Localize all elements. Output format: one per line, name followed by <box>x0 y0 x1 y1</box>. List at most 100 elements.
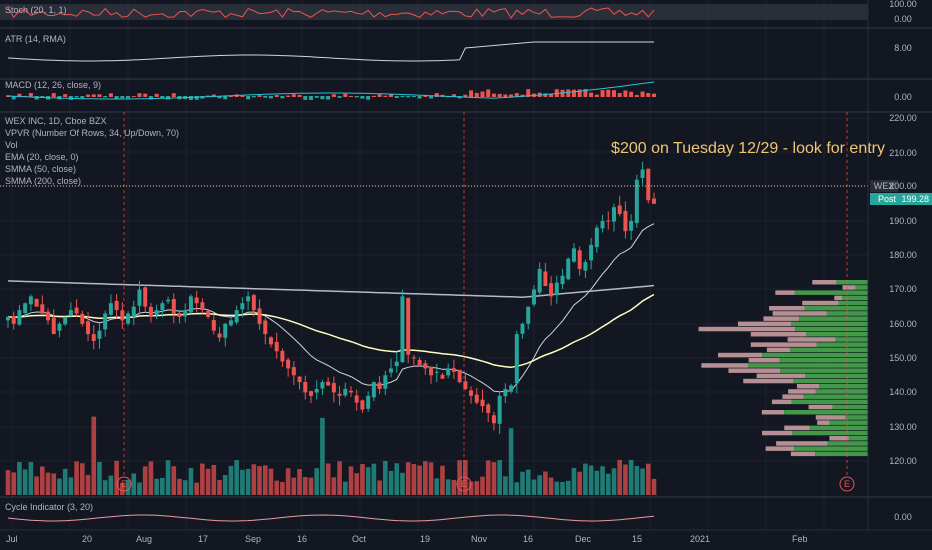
volume-bar <box>565 480 571 495</box>
vpvr-bar-down <box>775 290 795 295</box>
volume-bar <box>45 472 51 495</box>
candle-body <box>520 323 525 334</box>
macd-histogram-bar <box>331 94 336 97</box>
vpvr-bar-down <box>815 415 846 420</box>
candle-body <box>509 385 514 392</box>
candle-body <box>606 220 611 222</box>
candle-body <box>480 399 485 407</box>
volume-bar <box>348 466 354 495</box>
candle-body <box>303 382 308 393</box>
volume-bar <box>428 462 434 495</box>
volume-bar <box>205 468 211 495</box>
candle-body <box>583 262 588 271</box>
candle-body <box>188 296 193 313</box>
macd-histogram-bar <box>497 93 502 97</box>
volume-bar <box>628 459 634 495</box>
atr-tick: 8.00 <box>894 43 912 53</box>
volume-bar <box>171 466 177 495</box>
vpvr-bar-down <box>765 446 795 451</box>
macd-histogram-bar <box>86 94 91 97</box>
volume-bar <box>131 473 137 495</box>
candle-body <box>257 308 262 324</box>
volume-bar <box>525 469 531 495</box>
post-value: 199.28 <box>901 194 929 204</box>
macd-histogram-bar <box>240 95 245 97</box>
candle-body <box>251 295 256 311</box>
volume-bar <box>34 476 39 495</box>
macd-histogram-bar <box>166 96 171 100</box>
vpvr-bar-up <box>845 415 868 420</box>
vpvr-bar-up <box>803 394 868 399</box>
macd-histogram-bar <box>143 93 148 97</box>
volume-bar <box>194 482 199 495</box>
candle-body <box>308 391 313 396</box>
macd-histogram-bar <box>577 89 582 97</box>
vpvr-bar-down <box>756 373 806 379</box>
symbol-legend: WEX INC, 1D, Cboe BZX <box>5 116 107 126</box>
macd-histogram-bar <box>503 94 508 97</box>
vpvr-bar-down <box>796 384 820 389</box>
price-tick: 200.00 <box>889 181 917 191</box>
volume-bar <box>451 479 457 495</box>
volume-bar <box>120 482 125 495</box>
vpvr-bar-down <box>790 451 816 457</box>
date-label: 15 <box>632 534 642 544</box>
volume-bar <box>383 460 388 495</box>
macd-histogram-bar <box>469 90 474 97</box>
vpvr-bar-up <box>829 420 868 425</box>
macd-pane <box>6 81 656 100</box>
candle-body <box>143 287 148 307</box>
candle-body <box>463 381 468 389</box>
earnings-marker[interactable] <box>116 476 132 492</box>
earnings-marker[interactable] <box>456 476 472 492</box>
candle-body <box>63 316 68 325</box>
candle-body <box>46 311 51 321</box>
candle-body <box>611 207 616 222</box>
volume-bar <box>623 464 628 495</box>
symbol-tag-text: WEX <box>874 181 895 191</box>
macd-histogram-bar <box>171 93 176 97</box>
volume-bar <box>611 468 617 495</box>
volume-bar <box>302 476 308 495</box>
earnings-marker-text: E <box>844 479 850 489</box>
macd-histogram-bar <box>400 96 405 98</box>
date-label: 16 <box>297 534 307 544</box>
candle-body <box>228 320 233 326</box>
macd-histogram-bar <box>623 90 628 97</box>
macd-histogram-bar <box>34 96 39 100</box>
candle-body <box>617 205 622 215</box>
macd-histogram-bar <box>349 95 354 97</box>
stoch-line <box>7 7 655 19</box>
volume-bar <box>457 460 462 495</box>
macd-histogram-bar <box>406 96 411 98</box>
volume-bar <box>480 476 485 495</box>
candle-body <box>571 248 576 262</box>
volume-bar <box>57 478 62 495</box>
vpvr-bar-up <box>784 410 868 415</box>
candle-body <box>17 310 22 325</box>
candle-body <box>594 227 599 248</box>
macd-histogram-bar <box>549 94 554 97</box>
stoch-band <box>0 4 868 20</box>
volume-bar <box>268 468 274 495</box>
volume-bar <box>365 467 371 495</box>
volume-bar <box>240 469 245 495</box>
vpvr-bar-up <box>809 425 868 431</box>
vpvr-bar-up <box>790 347 868 353</box>
macd-histogram-bar <box>131 95 136 97</box>
macd-histogram-bar <box>360 96 365 99</box>
macd-histogram-bar <box>246 96 251 100</box>
candle-body <box>234 310 239 323</box>
candle-body <box>120 310 125 321</box>
macd-histogram-bar <box>560 89 565 97</box>
vpvr-bar-up <box>848 436 868 441</box>
volume-bar <box>177 478 182 495</box>
candle-body <box>446 368 451 376</box>
candle-body <box>28 296 33 305</box>
earnings-marker[interactable] <box>839 476 855 492</box>
macd-histogram-bar <box>303 96 308 100</box>
volume-bar <box>257 466 262 495</box>
post-label: Post <box>878 194 897 204</box>
volume-bar <box>508 428 514 495</box>
volume-bar <box>394 463 400 495</box>
